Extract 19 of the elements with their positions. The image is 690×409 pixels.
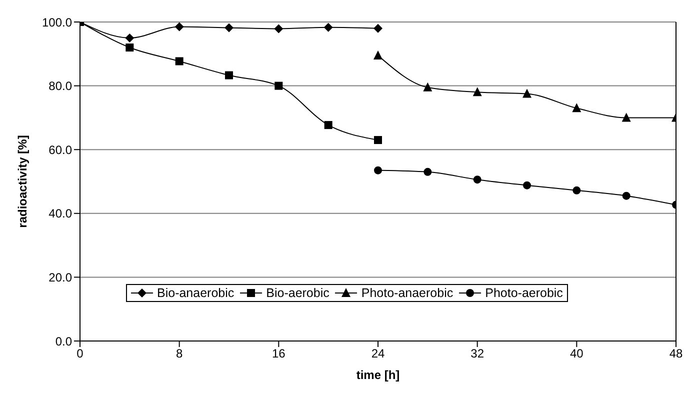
x-tick-label: 40	[570, 346, 584, 361]
y-tick-label: 100.0	[42, 15, 72, 30]
x-tick-label: 0	[76, 346, 84, 361]
y-tick-label: 60.0	[48, 142, 72, 157]
legend-label: Bio-anaerobic	[156, 286, 234, 300]
x-tick-label: 48	[669, 346, 683, 361]
legend-label: Photo-anaerobic	[360, 286, 454, 300]
x-tick-label: 16	[272, 346, 286, 361]
y-tick-label: 80.0	[48, 79, 72, 94]
legend-label: Photo-aerobic	[484, 286, 563, 300]
x-tick-label: 8	[176, 346, 183, 361]
x-axis-title: time [h]	[356, 368, 400, 382]
legend-label: Bio-aerobic	[265, 286, 330, 300]
y-axis-title: radioactivity [%]	[15, 135, 30, 228]
y-tick-label: 20.0	[48, 270, 72, 284]
y-tick-label: 0.0	[55, 334, 72, 348]
x-tick-label: 32	[470, 346, 484, 361]
x-tick-label: 24	[371, 346, 385, 361]
y-tick-label: 40.0	[48, 206, 72, 221]
